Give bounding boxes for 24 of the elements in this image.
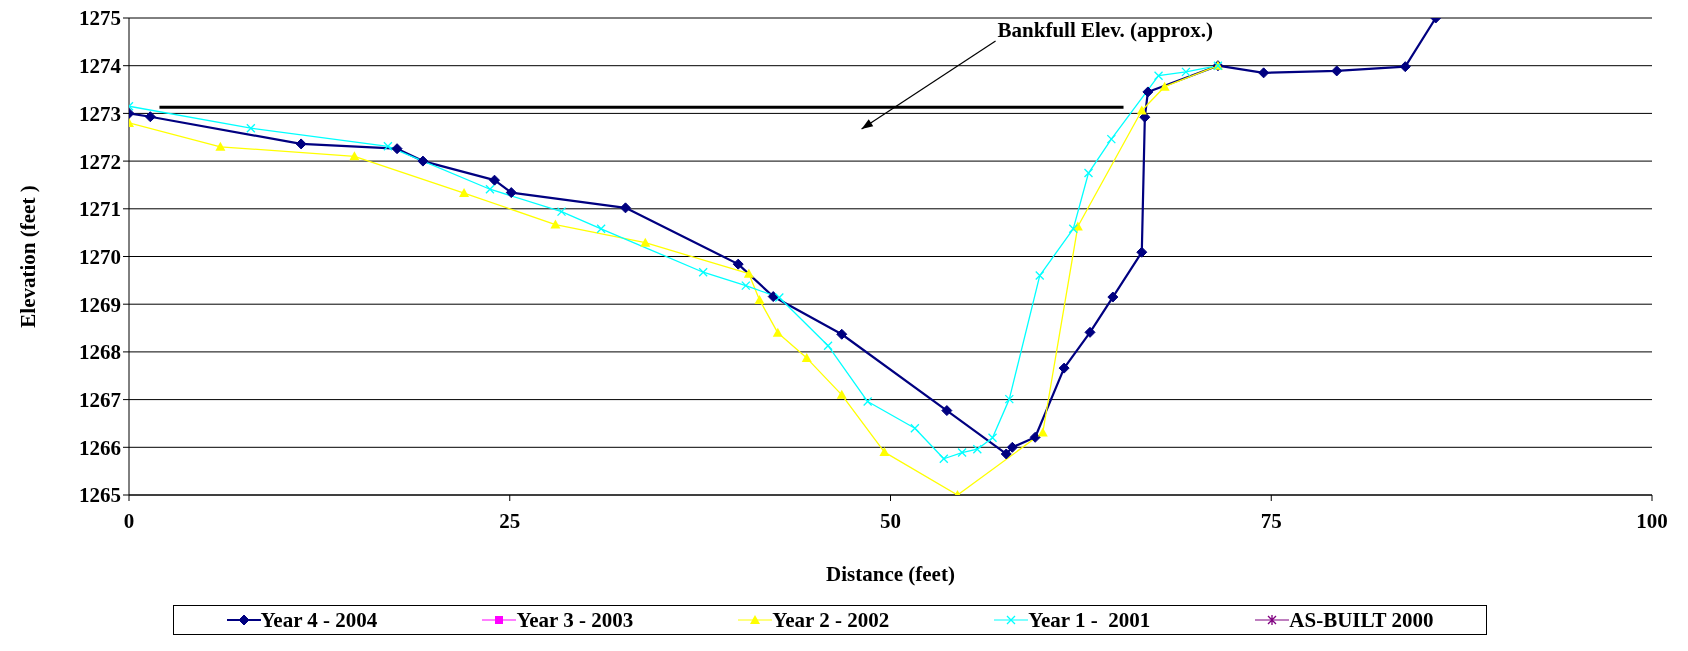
y-tick-label: 1274 [79,54,122,79]
y-tick-label: 1269 [79,292,121,317]
x-tick-label: 0 [123,508,135,533]
x-tick-label: 100 [1636,508,1668,533]
y-tick-label: 1275 [79,6,121,31]
x-tick-label: 75 [1260,508,1282,533]
legend-label: Year 2 - 2002 [772,607,890,633]
x-axis-title: Distance (feet) [826,562,955,586]
y-tick-label: 1273 [79,101,121,126]
y-tick-label: 1268 [79,340,121,365]
legend-label: Year 4 - 2004 [260,607,378,633]
y-tick-label: 1266 [79,435,121,460]
y-tick-label: 1270 [79,244,121,269]
legend-label: AS-BUILT 2000 [1289,607,1434,633]
y-tick-label: 1267 [79,388,121,413]
y-axis-title: Elevation (feet ) [15,185,40,328]
legend-label: Year 1 - 2001 [1028,607,1151,633]
annotation: Bankfull Elev. (approx.) [997,17,1214,42]
y-tick-label: 1271 [79,197,121,222]
legend-label: Year 3 - 2003 [516,607,634,633]
y-tick-label: 1265 [79,483,121,508]
x-tick-label: 50 [880,508,901,533]
x-tick-label: 25 [499,508,521,533]
y-tick-label: 1272 [79,149,121,174]
